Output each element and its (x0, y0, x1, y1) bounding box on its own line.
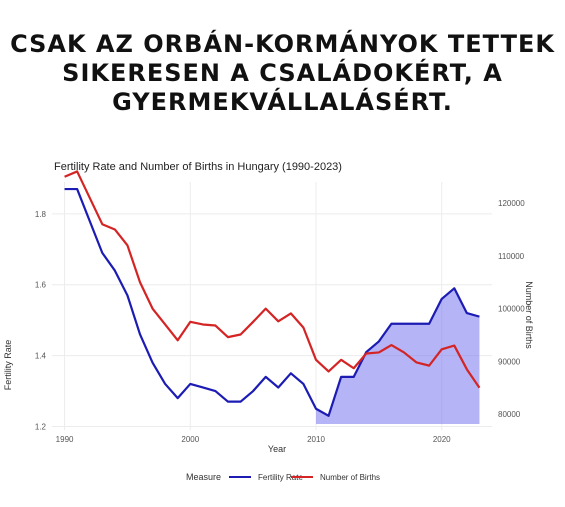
grid-lines (52, 182, 492, 430)
y2-tick-label: 90000 (498, 357, 521, 366)
series-group (64, 170, 481, 417)
headline: CSAK AZ ORBÁN-KORMÁNYOK TETTEK SIKERESEN… (0, 30, 565, 117)
series-line-fertility-rate (64, 187, 480, 417)
series-line-number-of-births (64, 170, 481, 389)
y-tick-label: 1.8 (35, 210, 47, 219)
x-axis-label: Year (268, 444, 286, 454)
y2-tick-label: 120000 (498, 199, 525, 208)
y2-tick-label: 110000 (498, 252, 525, 261)
fertility-births-chart: Fertility Rate and Number of Births in H… (3, 161, 534, 482)
headline-line-1: CSAK AZ ORBÁN-KORMÁNYOK TETTEK (10, 30, 555, 58)
x-tick-label: 2010 (307, 435, 325, 444)
y-tick-label: 1.4 (35, 352, 47, 361)
x-tick-label: 2000 (181, 435, 199, 444)
y-tick-label: 1.6 (35, 281, 47, 290)
shaded-region (316, 288, 480, 424)
headline-line-2: SIKERESEN A CSALÁDOKÉRT, A (62, 59, 503, 87)
x-tick-label: 1990 (56, 435, 74, 444)
y2-tick-label: 100000 (498, 305, 525, 314)
legend-title: Measure (186, 472, 221, 482)
legend-label-births: Number of Births (320, 473, 380, 482)
legend-label-fertility: Fertility Rate (258, 473, 303, 482)
y-tick-label: 1.2 (35, 422, 47, 431)
legend: Measure Fertility Rate Number of Births (186, 472, 380, 482)
headline-line-3: GYERMEKVÁLLALÁSÉRT. (112, 88, 453, 116)
shaded-area-2010-2023 (316, 288, 480, 424)
x-tick-label: 2020 (433, 435, 451, 444)
y2-axis-label: Number of Births (524, 281, 534, 349)
chart-title: Fertility Rate and Number of Births in H… (54, 161, 342, 173)
y-axis-label: Fertility Rate (3, 340, 13, 391)
y2-tick-label: 80000 (498, 410, 521, 419)
tick-labels: 1990 2000 2010 2020 1.2 1.4 1.6 1.8 80000 90000 10… (35, 199, 525, 444)
